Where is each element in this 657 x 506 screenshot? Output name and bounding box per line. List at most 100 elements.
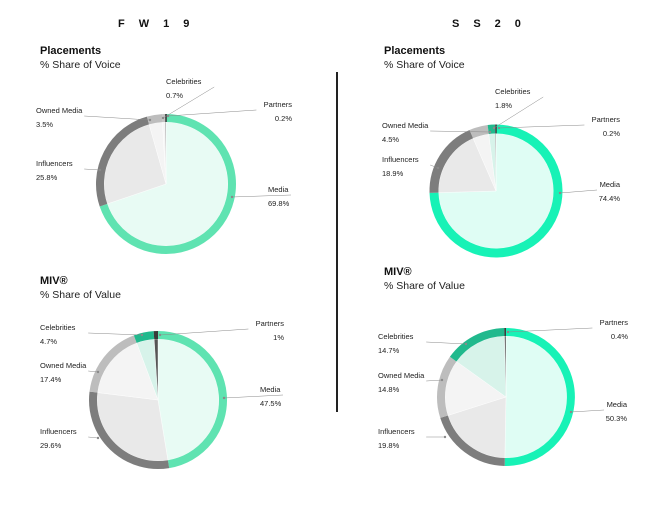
fw19-placements-leader-dot-media bbox=[230, 195, 234, 199]
fw19-miv-label-influencers: Influencers bbox=[40, 427, 77, 436]
fw19-placements-leader-influencers bbox=[84, 168, 101, 171]
ss20-placements-leader-dot-celebrities bbox=[492, 126, 496, 130]
ss20-miv-value-owned-media: 14.8% bbox=[378, 385, 400, 394]
ss20-placements-leader-media bbox=[559, 189, 598, 194]
fw19-miv-value-media: 47.5% bbox=[260, 399, 282, 408]
ss20-placements-leader-dot-partners bbox=[497, 126, 501, 130]
fw19-miv-ring-influencers bbox=[89, 391, 170, 469]
ss20-placements-leader-celebrities bbox=[493, 96, 544, 129]
fw19-miv-slice-media bbox=[157, 338, 220, 461]
fw19-miv-label-owned-media: Owned Media bbox=[40, 361, 87, 370]
ss20-placements-ring-media bbox=[429, 124, 563, 258]
ss20-placements-leader-partners bbox=[498, 124, 585, 129]
ss20-placements-slice-partners bbox=[495, 133, 497, 192]
fw19-placements-value-media: 69.8% bbox=[268, 199, 290, 208]
ss20-miv-label-celebrities: Celebrities bbox=[378, 332, 414, 341]
ss20-miv-value-celebrities: 14.7% bbox=[378, 346, 400, 355]
ss20-placements-label-influencers: Influencers bbox=[382, 155, 419, 164]
ss20-placements-title: Placements bbox=[384, 45, 446, 57]
ss20-placements-leader-dot-influencers bbox=[436, 166, 440, 170]
fw19-miv-label-partners: Partners bbox=[256, 319, 285, 328]
fw19-placements-value-partners: 0.2% bbox=[275, 114, 292, 123]
fw19-placements-label-owned-media: Owned Media bbox=[36, 106, 83, 115]
ss20-miv-leader-owned-media bbox=[426, 379, 443, 382]
fw19-miv-value-influencers: 29.6% bbox=[40, 441, 62, 450]
fw19-placements-leader-owned-media bbox=[84, 115, 151, 121]
ss20-miv-title: MIV® bbox=[384, 266, 412, 278]
ss20-miv-ring-media bbox=[504, 328, 575, 466]
ss20-placements-subtitle: % Share of Voice bbox=[384, 59, 465, 71]
fw19-placements-title: Placements bbox=[40, 45, 102, 57]
fw19-placements-leader-dot-celebrities bbox=[161, 116, 165, 120]
ss20-miv-slice-celebrities bbox=[456, 335, 507, 398]
ss20-miv-leader-dot-influencers bbox=[443, 435, 447, 439]
ss20-placements-leader-dot-owned-media bbox=[488, 130, 492, 134]
fw19-miv-value-celebrities: 4.7% bbox=[40, 337, 57, 346]
ss20-miv-value-influencers: 19.8% bbox=[378, 441, 400, 450]
fw19-placements-subtitle: % Share of Voice bbox=[40, 59, 121, 71]
ss20-miv-label-media: Media bbox=[607, 400, 628, 409]
fw19-miv-value-owned-media: 17.4% bbox=[40, 375, 62, 384]
fw19-miv-leader-influencers bbox=[88, 436, 99, 439]
fw19-placements-value-celebrities: 0.7% bbox=[166, 91, 183, 100]
fw19-miv-subtitle: % Share of Value bbox=[40, 289, 121, 301]
ss20-placements-value-celebrities: 1.8% bbox=[495, 101, 512, 110]
fw19-placements-ring-media bbox=[99, 114, 236, 254]
ss20-placements-value-owned-media: 4.5% bbox=[382, 135, 399, 144]
ss20-placements-ring-owned-media bbox=[469, 125, 489, 139]
fw19-miv-slice-owned-media bbox=[97, 342, 159, 401]
fw19-placements-value-owned-media: 3.5% bbox=[36, 120, 53, 129]
fw19-miv-ring-owned-media bbox=[89, 335, 137, 393]
fw19-placements-label-partners: Partners bbox=[264, 100, 293, 109]
fw19-placements-label-celebrities: Celebrities bbox=[166, 77, 202, 86]
ss20-miv-label-owned-media: Owned Media bbox=[378, 371, 425, 380]
ss20-miv-ring-influencers bbox=[440, 415, 505, 466]
ss20-miv-leader-media bbox=[570, 409, 605, 413]
fw19-placements-value-influencers: 25.8% bbox=[36, 173, 58, 182]
ss20-placements-value-media: 74.4% bbox=[599, 194, 621, 203]
season-title-ss20: SS20 bbox=[452, 18, 535, 30]
ss20-placements-slice-influencers bbox=[438, 137, 497, 193]
fw19-placements-label-influencers: Influencers bbox=[36, 159, 73, 168]
ss20-miv-value-partners: 0.4% bbox=[611, 332, 628, 341]
fw19-placements-leader-dot-owned-media bbox=[148, 118, 152, 122]
ss20-placements-label-media: Media bbox=[600, 180, 621, 189]
ss20-placements-label-partners: Partners bbox=[592, 115, 621, 124]
ss20-miv-leader-partners bbox=[507, 327, 593, 333]
fw19-placements-leader-dot-influencers bbox=[98, 168, 102, 172]
ss20-miv-label-influencers: Influencers bbox=[378, 427, 415, 436]
fw19-miv-label-celebrities: Celebrities bbox=[40, 323, 76, 332]
fw19-placements-ring-influencers bbox=[96, 116, 150, 207]
ss20-placements-ring-influencers bbox=[429, 129, 474, 193]
ss20-placements-value-influencers: 18.9% bbox=[382, 169, 404, 178]
fw19-miv-leader-dot-media bbox=[222, 396, 226, 400]
ss20-miv-slice-owned-media bbox=[444, 361, 507, 416]
fw19-miv-value-partners: 1% bbox=[273, 333, 284, 342]
fw19-miv-label-media: Media bbox=[260, 385, 281, 394]
ss20-placements-value-partners: 0.2% bbox=[603, 129, 620, 138]
fw19-placements-label-media: Media bbox=[268, 185, 289, 194]
ss20-miv-ring-owned-media bbox=[437, 356, 457, 418]
ss20-miv-leader-celebrities bbox=[426, 341, 467, 345]
ss20-miv-label-partners: Partners bbox=[600, 318, 629, 327]
ss20-placements-label-owned-media: Owned Media bbox=[382, 121, 429, 130]
ss20-miv-ring-celebrities bbox=[449, 328, 505, 362]
fw19-miv-leader-celebrities bbox=[88, 332, 143, 336]
fw19-miv-leader-partners bbox=[159, 328, 249, 336]
fw19-miv-ring-media bbox=[157, 331, 227, 469]
ss20-miv-subtitle: % Share of Value bbox=[384, 280, 465, 292]
ss20-miv-value-media: 50.3% bbox=[606, 414, 628, 423]
ss20-miv-leader-dot-media bbox=[569, 410, 573, 414]
ss20-placements-slice-media bbox=[438, 133, 554, 249]
fw19-placements-leader-partners bbox=[167, 109, 257, 117]
ss20-placements-leader-influencers bbox=[430, 164, 439, 169]
ss20-miv-leader-dot-celebrities bbox=[464, 342, 468, 346]
fw19-miv-slice-influencers bbox=[96, 392, 169, 462]
fw19-placements-leader-celebrities bbox=[162, 86, 215, 119]
ss20-miv-slice-partners bbox=[504, 335, 507, 398]
ss20-miv-leader-dot-owned-media bbox=[440, 378, 444, 382]
fw19-miv-leader-dot-influencers bbox=[96, 436, 100, 440]
fw19-placements-leader-media bbox=[231, 194, 292, 198]
fw19-miv-leader-media bbox=[223, 394, 284, 399]
